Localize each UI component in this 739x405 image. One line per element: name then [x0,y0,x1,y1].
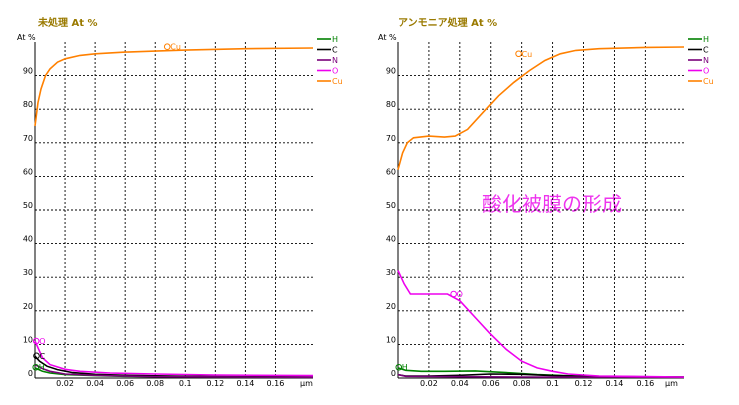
series-line-o [397,270,685,378]
oxide-film-annotation: 酸化被膜の形成 [482,192,622,216]
curve-marker-label: H [39,363,45,372]
x-tick-label: 0.14 [236,379,254,388]
y-tick-label: 30 [386,268,396,277]
legend-label-c: C [332,46,338,55]
curve-marker-h [32,363,40,371]
x-tick-label: 0.1 [546,379,559,388]
legend-label-h: H [703,35,709,44]
y-tick-label: 0 [391,369,396,378]
y-tick-label: 50 [23,201,33,210]
curve-marker-o [450,290,457,298]
y-tick-label: 50 [386,201,396,210]
y-tick-label: 70 [386,134,396,143]
x-tick-label: 0.14 [606,379,624,388]
y-tick-label: 60 [386,167,396,176]
curve-marker-label: Cu [170,43,181,52]
legend-label-o: O [703,67,709,76]
y-tick-label: 70 [23,134,33,143]
y-tick-label: 10 [23,335,33,344]
gridlines [398,42,684,378]
x-tick-label: 0.06 [482,379,500,388]
legend-label-cu: Cu [332,77,343,86]
gridlines [35,42,313,378]
x-tick-label: 0.06 [116,379,134,388]
series-line-cu [34,47,314,127]
x-tick-label: 0.12 [206,379,224,388]
y-tick-label: 60 [23,167,33,176]
y-tick-label: 80 [23,100,33,109]
x-tick-label: 0.16 [267,379,285,388]
y-tick-label: 0 [28,369,33,378]
y-tick-label: 40 [23,235,33,244]
series-line-n [397,373,685,379]
y-tick-label: 80 [386,100,396,109]
x-tick-label: 0.04 [451,379,469,388]
x-tick-label: 0.04 [86,379,104,388]
y-tick-label: 40 [386,235,396,244]
chart-panel-untreated: 未処理 At % At % μm 0.02 0.04 0.06 0.08 0.1 0.12… [17,16,343,388]
y-axis-label: At % [378,33,397,42]
y-tick-label: 20 [23,302,33,311]
legend-label-c: C [703,46,709,55]
x-tick-label: 0.1 [179,379,192,388]
curve-marker-label: O [39,337,45,346]
curve-marker-c [33,352,40,360]
y-tick-label: 30 [23,268,33,277]
y-tick-label: 10 [386,335,396,344]
curve-marker-label: O [457,290,463,299]
x-axis-unit: μm [665,379,678,388]
series-line-n [34,363,314,379]
curve-marker-label: H [402,363,408,372]
legend-label-o: O [332,67,338,76]
legend-label-n: N [703,56,709,65]
x-tick-label: 0.08 [513,379,531,388]
curve-marker-cu [515,50,522,58]
x-tick-label: 0.16 [636,379,654,388]
series-line-cu [397,46,685,170]
curve-marker-o [32,337,40,345]
curve-marker-cu [163,43,171,51]
legend-label-h: H [332,35,338,44]
y-tick-label: 90 [23,67,33,76]
chart-panel-ammonia: アンモニア処理 At % At % μm 酸化被膜の形成 0.02 0.04 0.0… [378,16,714,388]
y-axis-label: At % [17,33,36,42]
x-tick-label: 0.02 [56,379,74,388]
y-tick-label: 20 [386,302,396,311]
y-tick-label: 90 [386,67,396,76]
legend-label-n: N [332,56,338,65]
series-line-o [34,340,314,377]
chart-title: 未処理 At % [37,16,98,29]
curve-marker-label: C [40,352,46,361]
legend-label-cu: Cu [703,77,714,86]
x-tick-label: 0.12 [575,379,593,388]
chart-title: アンモニア処理 At % [398,16,497,29]
curve-marker-h [395,363,403,371]
x-tick-label: 0.08 [146,379,164,388]
x-tick-label: 0.02 [420,379,438,388]
curve-marker-label: Cu [522,50,533,59]
x-axis-unit: μm [300,379,313,388]
